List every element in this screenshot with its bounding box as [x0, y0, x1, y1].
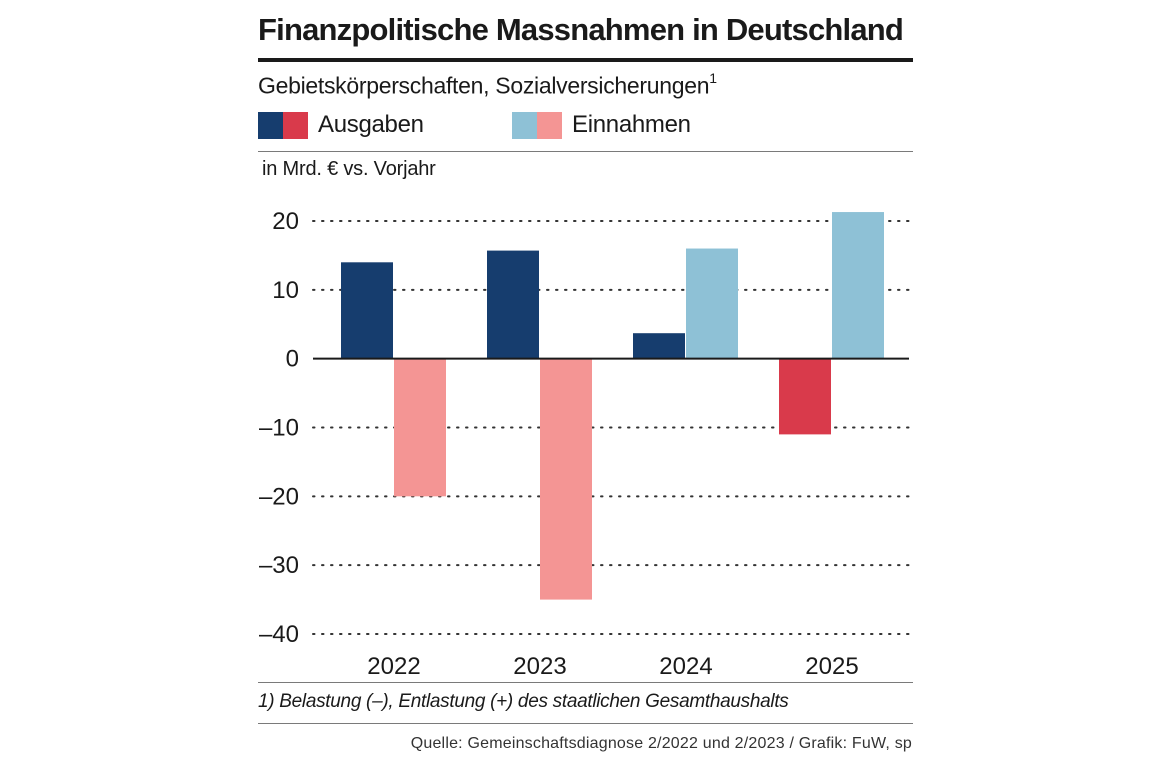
y-tick-label: 20: [272, 208, 299, 235]
x-tick-label: 2022: [367, 653, 420, 680]
bar-ausgaben-2023: [487, 250, 539, 359]
legend-swatch-einnahmen-belastung: [537, 111, 562, 139]
subtitle-text: Gebietskörperschaften, Sozialversicherun…: [258, 72, 710, 99]
legend-label-einnahmen: Einnahmen: [572, 111, 691, 138]
bar-ausgaben-2024: [633, 333, 685, 359]
y-tick-label: –10: [259, 415, 299, 442]
subtitle-footnote-marker: 1: [709, 70, 717, 86]
y-tick-label: –30: [259, 552, 299, 579]
y-tick-label: 0: [286, 346, 299, 373]
x-tick-label: 2025: [805, 653, 858, 680]
footnote-rule: [258, 723, 913, 724]
bar-einnahmen-2023: [540, 358, 592, 600]
legend-swatch-ausgaben-entlastung: [258, 111, 283, 139]
bar-einnahmen-2022: [394, 358, 446, 497]
legend-swatch-ausgaben-belastung: [283, 111, 308, 139]
bar-einnahmen-2025: [832, 212, 884, 359]
legend-rule: [258, 151, 913, 152]
footnote: 1) Belastung (–), Entlastung (+) des sta…: [258, 691, 789, 712]
legend-label-ausgaben: Ausgaben: [318, 111, 424, 138]
legend-item-ausgaben: Ausgaben: [258, 111, 424, 139]
legend-item-einnahmen: Einnahmen: [512, 111, 691, 139]
x-tick-label: 2023: [513, 653, 566, 680]
chart-subtitle: Gebietskörperschaften, Sozialversicherun…: [258, 70, 717, 100]
source-note: Quelle: Gemeinschaftsdiagnose 2/2022 und…: [410, 735, 912, 752]
axis-bottom-rule: [258, 682, 913, 683]
y-tick-label: 10: [272, 277, 299, 304]
title-rule: [258, 58, 913, 62]
y-tick-label: –40: [259, 621, 299, 648]
bar-einnahmen-2024: [686, 248, 738, 359]
y-tick-label: –20: [259, 483, 299, 510]
legend-swatch-einnahmen-entlastung: [512, 111, 537, 139]
bar-ausgaben-2022: [341, 262, 393, 359]
chart-title: Finanzpolitische Massnahmen in Deutschla…: [258, 12, 904, 47]
x-tick-label: 2024: [659, 653, 712, 680]
bar-ausgaben-2025: [779, 358, 831, 435]
legend: Ausgaben Einnahmen: [258, 111, 913, 141]
unit-label: in Mrd. € vs. Vorjahr: [262, 158, 436, 180]
